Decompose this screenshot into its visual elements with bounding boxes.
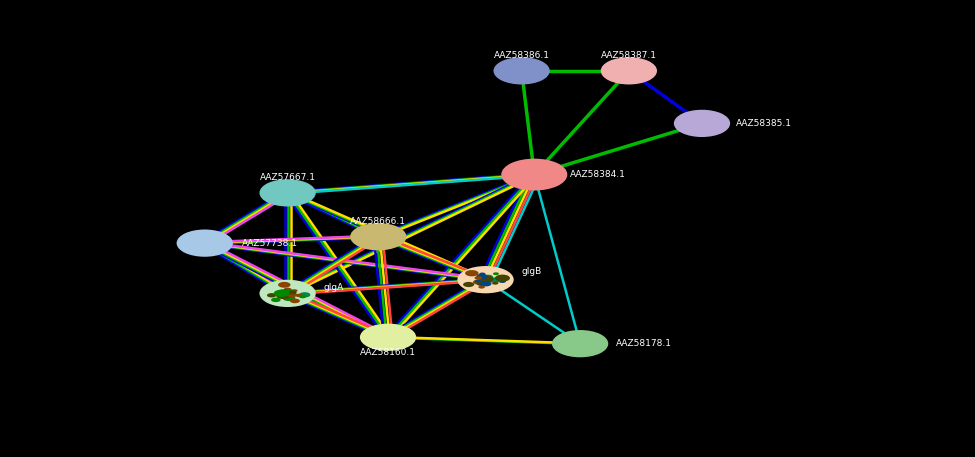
Circle shape: [477, 281, 488, 286]
Circle shape: [290, 298, 300, 303]
Circle shape: [267, 293, 276, 298]
Circle shape: [479, 276, 493, 283]
Circle shape: [494, 58, 549, 84]
Circle shape: [479, 272, 486, 276]
Circle shape: [276, 289, 291, 296]
Circle shape: [675, 111, 729, 136]
Circle shape: [500, 276, 508, 280]
Circle shape: [283, 282, 289, 286]
Text: AAZ58384.1: AAZ58384.1: [570, 170, 626, 179]
Text: AAZ58387.1: AAZ58387.1: [601, 51, 657, 60]
Circle shape: [465, 270, 479, 276]
Circle shape: [260, 180, 315, 206]
Circle shape: [276, 292, 291, 299]
Circle shape: [271, 298, 281, 302]
Text: AAZ58178.1: AAZ58178.1: [616, 339, 672, 348]
Circle shape: [284, 287, 292, 291]
Circle shape: [486, 278, 495, 282]
Circle shape: [553, 331, 607, 356]
Circle shape: [280, 290, 292, 295]
Circle shape: [284, 290, 292, 294]
Circle shape: [480, 281, 491, 287]
Circle shape: [260, 281, 315, 306]
Circle shape: [361, 324, 415, 350]
Circle shape: [177, 230, 232, 256]
Text: AAZ58385.1: AAZ58385.1: [736, 119, 792, 128]
Circle shape: [295, 294, 303, 297]
Circle shape: [481, 277, 488, 280]
Text: glgA: glgA: [324, 283, 344, 292]
Circle shape: [498, 279, 506, 283]
Circle shape: [475, 280, 482, 283]
Text: AAZ57667.1: AAZ57667.1: [259, 173, 316, 182]
Circle shape: [299, 295, 306, 298]
Circle shape: [479, 286, 485, 288]
Circle shape: [483, 275, 493, 279]
Circle shape: [281, 290, 293, 296]
Circle shape: [351, 224, 406, 250]
Circle shape: [493, 272, 499, 275]
Circle shape: [502, 159, 566, 190]
Circle shape: [489, 277, 501, 283]
Circle shape: [283, 295, 295, 301]
Text: AAZ57738.1: AAZ57738.1: [242, 239, 297, 248]
Circle shape: [475, 276, 483, 280]
Text: AAZ58386.1: AAZ58386.1: [493, 51, 550, 60]
Circle shape: [602, 58, 656, 84]
Circle shape: [458, 267, 513, 292]
Circle shape: [495, 275, 510, 282]
Circle shape: [274, 290, 290, 297]
Circle shape: [492, 282, 498, 285]
Circle shape: [473, 280, 484, 285]
Text: AAZ58666.1: AAZ58666.1: [350, 217, 407, 226]
Circle shape: [292, 289, 297, 292]
Circle shape: [299, 292, 310, 298]
Circle shape: [285, 289, 294, 294]
Circle shape: [278, 282, 291, 288]
Text: AAZ58160.1: AAZ58160.1: [360, 348, 416, 357]
Text: glgB: glgB: [522, 267, 542, 276]
Circle shape: [477, 274, 488, 279]
Circle shape: [463, 282, 474, 287]
Circle shape: [289, 291, 296, 294]
Circle shape: [288, 292, 297, 297]
